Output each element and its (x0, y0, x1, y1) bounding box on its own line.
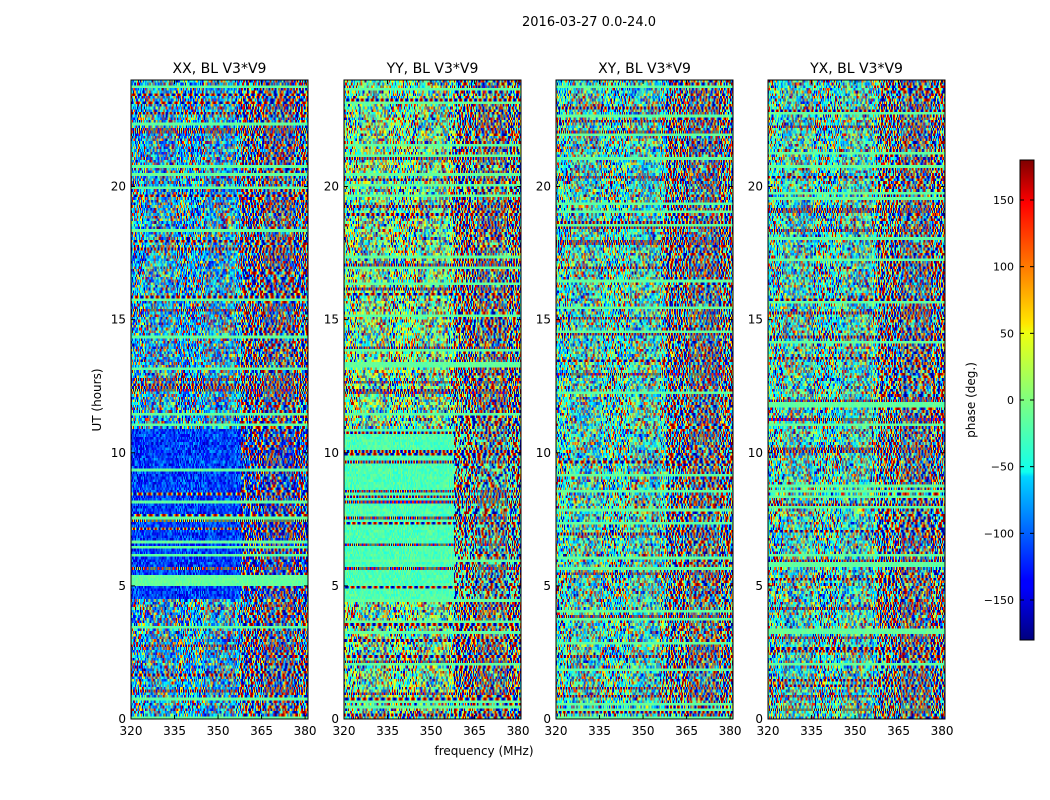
y-tick-label: 20 (536, 180, 551, 194)
heatmap-image (131, 80, 308, 719)
x-tick-label: 350 (207, 724, 230, 738)
heatmap-image (556, 80, 733, 719)
y-tick-label: 0 (331, 712, 339, 726)
heatmap-image (344, 80, 521, 719)
x-tick-label: 380 (294, 724, 317, 738)
colorbar-tick-label: 0 (1007, 394, 1014, 407)
panel-title: XX, BL V3*V9 (173, 61, 267, 77)
x-tick-label: 365 (675, 724, 698, 738)
x-tick-label: 350 (632, 724, 655, 738)
x-tick-label: 350 (420, 724, 443, 738)
x-tick-label: 335 (163, 724, 186, 738)
axes-frame (343, 79, 522, 720)
colorbar-tick-label: 150 (993, 194, 1014, 207)
panel-4: YX, BL V3*V9 320 335 350 365 380 0 5 10 15 20 (748, 61, 954, 738)
colorbar-tick-label: 50 (1000, 327, 1014, 340)
y-tick-label: 15 (748, 313, 763, 327)
y-tick-label: 10 (324, 446, 339, 460)
y-tick-label: 5 (118, 579, 126, 593)
colorbar-tick-label: −150 (984, 594, 1014, 607)
y-axis-label: UT (hours) (90, 368, 104, 431)
y-tick-label: 0 (118, 712, 126, 726)
axes-frame (767, 79, 946, 720)
y-tick-label: 15 (536, 313, 551, 327)
panel-1: XX, BL V3*V9 320 335 350 365 380 0 5 10 15 20 (111, 61, 317, 738)
x-tick-label: 380 (931, 724, 954, 738)
y-tick-label: 5 (331, 579, 339, 593)
x-tick-label: 320 (333, 724, 356, 738)
x-tick-label: 320 (545, 724, 568, 738)
x-tick-label: 335 (800, 724, 823, 738)
x-axis-label: frequency (MHz) (434, 744, 533, 758)
x-tick-label: 320 (120, 724, 143, 738)
y-tick-label: 20 (324, 180, 339, 194)
x-tick-label: 335 (588, 724, 611, 738)
y-tick-label: 10 (748, 446, 763, 460)
y-tick-label: 20 (111, 180, 126, 194)
y-tick-label: 10 (111, 446, 126, 460)
panel-title: YY, BL V3*V9 (386, 61, 479, 77)
y-tick-label: 15 (111, 313, 126, 327)
panel-title: YX, BL V3*V9 (809, 61, 903, 77)
axes-frame (130, 79, 309, 720)
x-tick-label: 365 (463, 724, 486, 738)
panel-title: XY, BL V3*V9 (598, 61, 691, 77)
y-tick-label: 5 (755, 579, 763, 593)
colorbar-label: phase (deg.) (964, 362, 978, 438)
panel-2: YY, BL V3*V9 320 335 350 365 380 0 5 10 15 20 (324, 61, 530, 738)
y-tick-label: 0 (755, 712, 763, 726)
x-tick-label: 335 (376, 724, 399, 738)
x-tick-label: 320 (757, 724, 780, 738)
colorbar-ticks: −150 −100 −50 0 50 100 150 (984, 194, 1034, 607)
colorbar-tick-label: −50 (991, 461, 1014, 474)
y-tick-label: 0 (543, 712, 551, 726)
x-tick-label: 365 (887, 724, 910, 738)
y-tick-label: 15 (324, 313, 339, 327)
x-tick-label: 380 (507, 724, 530, 738)
panel-3: XY, BL V3*V9 320 335 350 365 380 0 5 10 15 20 (536, 61, 742, 738)
colorbar-tick-label: 100 (993, 261, 1014, 274)
colorbar: −150 −100 −50 0 50 100 150 phase (deg.) (964, 159, 1035, 641)
axes-frame (555, 79, 734, 720)
y-tick-label: 20 (748, 180, 763, 194)
heatmap-image (768, 80, 945, 719)
colorbar-tick-label: −100 (984, 527, 1014, 540)
x-tick-label: 365 (250, 724, 273, 738)
y-tick-label: 5 (543, 579, 551, 593)
y-tick-label: 10 (536, 446, 551, 460)
x-tick-label: 350 (844, 724, 867, 738)
figure-suptitle: 2016-03-27 0.0-24.0 (522, 15, 656, 30)
x-tick-label: 380 (719, 724, 742, 738)
